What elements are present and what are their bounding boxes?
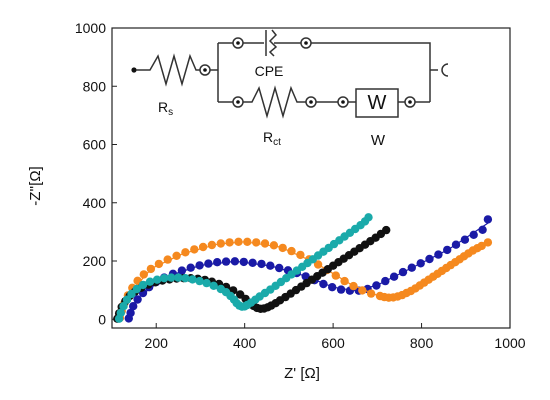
data-point — [138, 280, 148, 290]
warburg-box — [355, 88, 399, 118]
rs-label: Rs — [158, 99, 173, 118]
axis-ticks — [112, 27, 511, 328]
series-0 — [124, 215, 493, 323]
series-layer — [113, 213, 493, 323]
data-point — [252, 238, 261, 247]
cpe-label: CPE — [255, 63, 284, 79]
node-cpe-right — [300, 37, 312, 49]
x-tick-label: 600 — [321, 335, 345, 351]
equivalent-circuit — [131, 29, 449, 119]
y-tick-label: 600 — [83, 137, 107, 153]
node-cpe-left — [232, 37, 244, 49]
x-tick-label: 400 — [233, 335, 257, 351]
x-tick-label: 200 — [145, 335, 169, 351]
data-point — [167, 273, 176, 282]
warburg-box-label: W — [368, 92, 387, 114]
data-point — [225, 238, 234, 247]
data-point — [260, 239, 270, 248]
node-w-right — [404, 96, 416, 108]
data-point — [160, 274, 169, 283]
y-tick-label: 400 — [83, 195, 107, 211]
rct-resistor — [243, 85, 306, 119]
data-point — [221, 257, 231, 266]
rs-resistor — [136, 53, 200, 87]
data-point — [204, 259, 213, 268]
x-tick-label: 800 — [410, 335, 434, 351]
x-tick-labels: 200 400 600 800 1000 — [145, 335, 526, 351]
data-point — [139, 270, 148, 279]
fit-line — [117, 216, 369, 320]
left-bus — [210, 43, 219, 102]
series-3 — [114, 213, 373, 323]
node-w-left — [337, 96, 349, 108]
series-2 — [113, 225, 391, 323]
data-point — [248, 258, 257, 267]
data-point — [483, 215, 493, 224]
y-tick-label: 200 — [83, 253, 107, 269]
top-wire-right — [311, 42, 431, 102]
series-1 — [115, 237, 493, 322]
y-tick-label: 0 — [98, 311, 106, 327]
data-point — [336, 285, 346, 294]
data-point — [207, 240, 217, 250]
circuit-labels: Rs CPE Rct W W — [158, 63, 387, 149]
rct-label: Rct — [263, 129, 281, 148]
data-point — [181, 274, 190, 283]
data-point — [181, 248, 190, 257]
data-point — [188, 275, 197, 284]
data-point — [132, 284, 141, 294]
y-tick-label: 800 — [83, 78, 107, 94]
data-point — [257, 259, 266, 269]
data-point — [202, 278, 211, 288]
output-terminal — [441, 63, 449, 77]
fit-line — [118, 241, 489, 320]
cpe-element — [243, 29, 301, 57]
node-rs-right — [199, 64, 211, 76]
data-point — [469, 230, 478, 239]
node-rct-left — [232, 96, 244, 108]
warburg-label: W — [371, 132, 386, 149]
y-tick-labels: 0 200 400 600 800 1000 — [75, 20, 106, 327]
y-tick-label: 1000 — [75, 20, 106, 36]
x-axis-title: Z' [Ω] — [284, 365, 320, 382]
plot-area: 200 400 600 800 1000 0 200 400 600 800 1… — [27, 20, 526, 382]
node-rct-right — [305, 96, 317, 108]
data-point — [269, 241, 279, 250]
y-axis-title: -Z''[Ω] — [27, 166, 44, 205]
x-tick-label: 1000 — [494, 335, 525, 351]
circuit-start-dot — [131, 67, 137, 73]
plot-frame — [111, 27, 511, 329]
data-point — [213, 258, 222, 267]
